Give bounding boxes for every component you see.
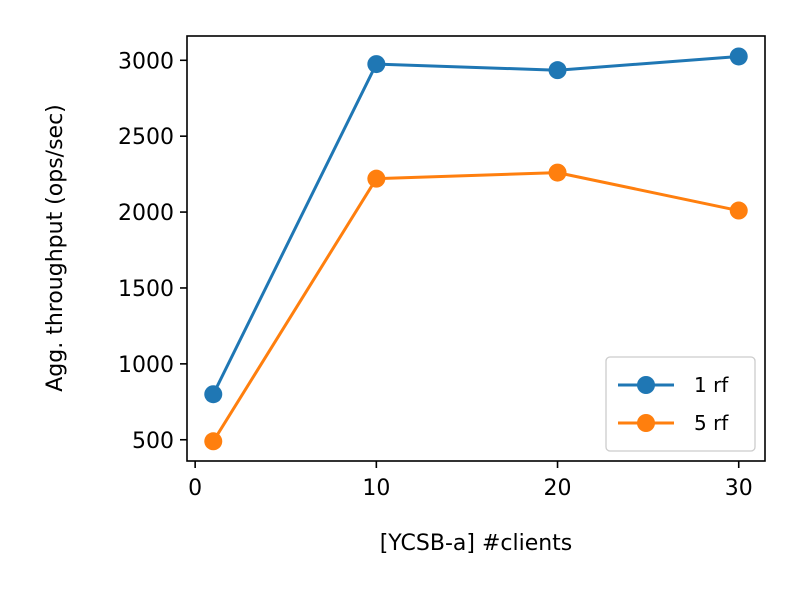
legend-marker-1 (637, 376, 655, 394)
series-line-2 (211, 171, 741, 444)
data-point-s2-1 (204, 432, 223, 451)
x-tick-label-10: 10 (362, 476, 390, 501)
plot-frame (186, 35, 766, 462)
x-tick-label-20: 20 (544, 476, 572, 501)
y-tick-label-500: 500 (132, 429, 174, 454)
y-tick-label-1500: 1500 (118, 277, 174, 302)
x-axis-title: [YCSB-a] #clients (380, 531, 573, 556)
legend-label-1: 1 rf (694, 373, 729, 397)
y-tick-label-1000: 1000 (118, 353, 174, 378)
y-tick-label-2000: 2000 (118, 201, 174, 226)
data-point-s2-4 (729, 201, 748, 220)
legend-box (605, 356, 756, 452)
axes-layer: 0 10 20 30 500 1000 1500 2000 2500 3000 (118, 35, 766, 501)
data-point-s2-3 (548, 163, 567, 182)
data-point-s1-4 (729, 47, 748, 66)
x-tick-label-30: 30 (725, 476, 753, 501)
y-tick-label-2500: 2500 (118, 125, 174, 150)
data-point-s1-3 (548, 61, 567, 80)
data-point-s1-1 (204, 385, 223, 404)
legend-label-2: 5 rf (694, 411, 729, 435)
series-line-1 (211, 54, 741, 397)
y-axis-title: Agg. throughput (ops/sec) (43, 104, 68, 392)
legend: 1 rf 5 rf (605, 356, 756, 452)
data-point-s2-2 (367, 169, 386, 188)
y-tick-label-3000: 3000 (118, 49, 174, 74)
plot-layer (204, 47, 748, 451)
legend-marker-2 (637, 414, 655, 432)
x-tick-label-0: 0 (188, 476, 202, 501)
data-point-s1-2 (367, 55, 386, 74)
